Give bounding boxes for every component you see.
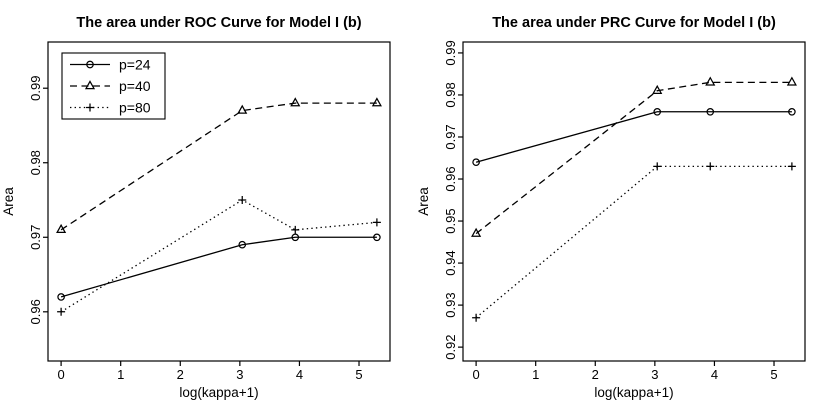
x-axis-label: log(kappa+1) xyxy=(594,385,673,400)
x-axis: 0 1 2 3 4 5 log(kappa+1) xyxy=(57,361,363,400)
x-tick-label: 1 xyxy=(532,367,539,382)
plus-marker xyxy=(787,162,796,171)
x-tick-label: 3 xyxy=(236,367,243,382)
triangle-marker xyxy=(786,76,797,86)
series-p-80 xyxy=(57,196,381,316)
circle-marker xyxy=(706,107,715,116)
x-tick-label: 5 xyxy=(770,367,777,382)
triangle-marker xyxy=(371,97,382,107)
plus-marker xyxy=(653,162,662,171)
series-line xyxy=(475,165,792,319)
plus-marker xyxy=(291,225,300,234)
y-tick-label: 0.99 xyxy=(443,40,458,65)
chart-svg-0: The area under ROC Curve for Model I (b)… xyxy=(1,15,391,400)
series-p-24 xyxy=(472,107,796,167)
triangle-marker xyxy=(471,227,482,237)
circle-marker xyxy=(291,233,300,242)
series-p-24 xyxy=(57,233,381,301)
x-tick-label: 3 xyxy=(651,367,658,382)
legend-label: p=40 xyxy=(119,78,151,94)
roc-chart-panel: The area under ROC Curve for Model I (b)… xyxy=(1,15,391,400)
x-tick-label: 4 xyxy=(711,367,718,382)
x-tick-label: 2 xyxy=(592,367,599,382)
series-p-40 xyxy=(56,97,382,234)
y-tick-label: 0.96 xyxy=(443,166,458,191)
circle-marker xyxy=(472,158,480,167)
triangle-marker xyxy=(652,84,663,94)
y-tick-label: 0.92 xyxy=(443,334,458,359)
y-axis: 0.92 0.93 0.94 0.95 0.96 0.97 0.98 0.99 Area xyxy=(416,40,463,360)
y-axis: 0.96 0.97 0.98 0.99 Area xyxy=(1,76,48,324)
y-axis-label: Area xyxy=(1,187,16,216)
circle-marker xyxy=(788,107,796,116)
x-tick-label: 0 xyxy=(472,367,479,382)
x-tick-label: 1 xyxy=(117,367,124,382)
plus-marker xyxy=(57,307,66,316)
legend: p=24 p=40 p=80 xyxy=(61,52,166,120)
prc-chart-panel: The area under PRC Curve for Model I (b)… xyxy=(415,0,830,415)
plus-marker xyxy=(706,162,715,171)
triangle-marker xyxy=(237,104,248,114)
y-tick-label: 0.94 xyxy=(443,250,458,275)
triangle-marker xyxy=(290,97,301,107)
x-tick-label: 4 xyxy=(296,367,303,382)
series-p-40 xyxy=(471,76,797,237)
y-axis-label: Area xyxy=(416,187,431,216)
circle-marker xyxy=(653,107,662,116)
series-p-80 xyxy=(472,162,796,322)
series-line xyxy=(60,102,377,231)
y-tick-label: 0.97 xyxy=(443,124,458,149)
x-tick-label: 0 xyxy=(57,367,64,382)
y-tick-label: 0.96 xyxy=(28,299,43,324)
circle-marker xyxy=(373,233,381,242)
legend-label: p=24 xyxy=(119,56,151,72)
y-tick-label: 0.97 xyxy=(28,225,43,250)
x-axis: 0 1 2 3 4 5 log(kappa+1) xyxy=(472,361,778,400)
chart-title: The area under PRC Curve for Model I (b) xyxy=(492,15,776,31)
x-axis-label: log(kappa+1) xyxy=(179,385,258,400)
series-line xyxy=(475,111,792,163)
plus-marker xyxy=(86,103,94,112)
circle-marker xyxy=(238,240,247,249)
y-tick-label: 0.99 xyxy=(28,76,43,101)
legend-label: p=80 xyxy=(119,99,151,115)
plus-marker xyxy=(238,196,247,205)
plot-box xyxy=(462,41,806,362)
y-tick-label: 0.98 xyxy=(28,150,43,175)
plus-marker xyxy=(372,218,381,227)
x-tick-label: 5 xyxy=(355,367,362,382)
triangle-marker xyxy=(84,80,96,90)
chart-svg-1: The area under PRC Curve for Model I (b)… xyxy=(416,15,806,400)
triangle-marker xyxy=(56,223,67,234)
x-tick-label: 2 xyxy=(177,367,184,382)
plus-marker xyxy=(472,313,481,322)
series-line xyxy=(475,81,792,235)
series-line xyxy=(60,199,377,313)
y-tick-label: 0.93 xyxy=(443,292,458,317)
circle-marker xyxy=(86,60,94,69)
series-line xyxy=(60,236,377,298)
y-tick-label: 0.98 xyxy=(443,82,458,107)
triangle-marker xyxy=(705,76,716,86)
plot-box xyxy=(47,41,391,362)
y-tick-label: 0.95 xyxy=(443,208,458,233)
circle-marker xyxy=(57,293,65,301)
chart-title: The area under ROC Curve for Model I (b) xyxy=(76,15,361,31)
